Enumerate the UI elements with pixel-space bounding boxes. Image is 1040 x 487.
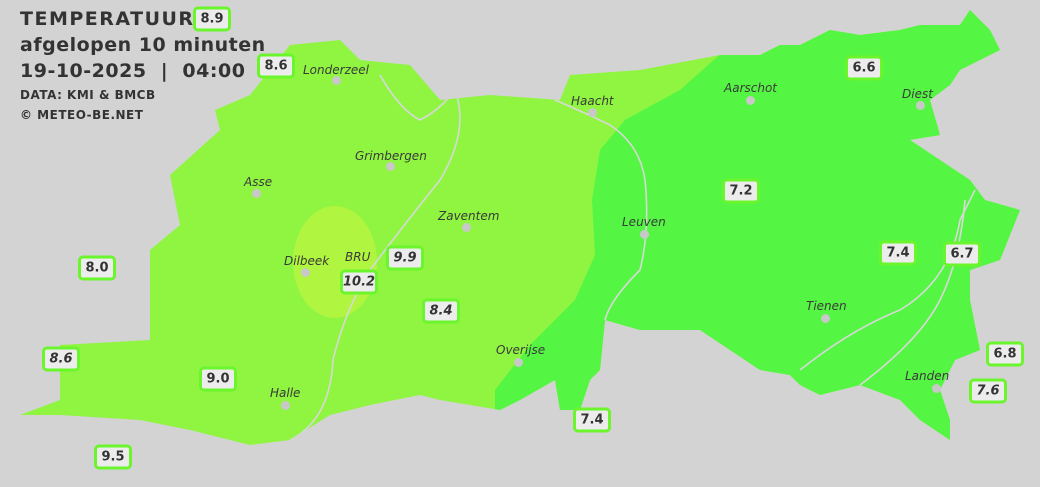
city-dot — [252, 189, 261, 198]
station-value: 8.6 — [257, 53, 295, 79]
city-label: Tienen — [806, 299, 847, 313]
city-dot — [746, 96, 755, 105]
station-value: 6.7 — [943, 241, 981, 267]
map-title: TEMPERATUUR — [20, 8, 195, 30]
city-dot — [932, 384, 941, 393]
city-label: BRU — [345, 250, 371, 264]
city-label: Grimbergen — [355, 149, 427, 163]
station-value: 8.4 — [422, 298, 460, 324]
city-dot — [514, 358, 523, 367]
city-label: Diest — [902, 87, 933, 101]
city-label: Leuven — [622, 215, 666, 229]
station-value: 6.8 — [986, 341, 1024, 367]
station-value: 7.6 — [969, 378, 1007, 404]
station-value: 8.6 — [42, 346, 80, 372]
station-value: 9.9 — [386, 245, 424, 271]
city-label: Londerzeel — [303, 63, 369, 77]
station-value: 8.9 — [193, 6, 231, 32]
map-datetime: 19-10-2025 | 04:00 — [20, 60, 246, 82]
city-dot — [462, 223, 471, 232]
station-value: 7.2 — [722, 178, 760, 204]
copyright: © METEO-BE.NET — [20, 108, 144, 122]
city-label: Overijse — [496, 343, 546, 357]
city-dot — [281, 401, 290, 410]
station-value: 9.5 — [94, 444, 132, 470]
city-label: Dilbeek — [284, 254, 330, 268]
city-label: Halle — [270, 386, 301, 400]
station-value: 10.2 — [340, 269, 378, 295]
city-dot — [640, 230, 649, 239]
map-subtitle: afgelopen 10 minuten — [20, 34, 266, 56]
city-label: Aarschot — [724, 81, 777, 95]
station-value: 6.6 — [845, 55, 883, 81]
city-dot — [332, 76, 341, 85]
city-dot — [588, 108, 597, 117]
city-dot — [301, 268, 310, 277]
city-label: Landen — [905, 369, 950, 383]
station-value: 7.4 — [573, 407, 611, 433]
city-label: Haacht — [571, 94, 614, 108]
data-source: DATA: KMI & BMCB — [20, 88, 156, 102]
city-dot — [386, 162, 395, 171]
station-value: 9.0 — [199, 366, 237, 392]
city-label: Zaventem — [438, 209, 500, 223]
city-dot — [916, 101, 925, 110]
station-value: 8.0 — [78, 255, 116, 281]
station-value: 7.4 — [879, 240, 917, 266]
city-dot — [821, 314, 830, 323]
city-label: Asse — [244, 175, 273, 189]
